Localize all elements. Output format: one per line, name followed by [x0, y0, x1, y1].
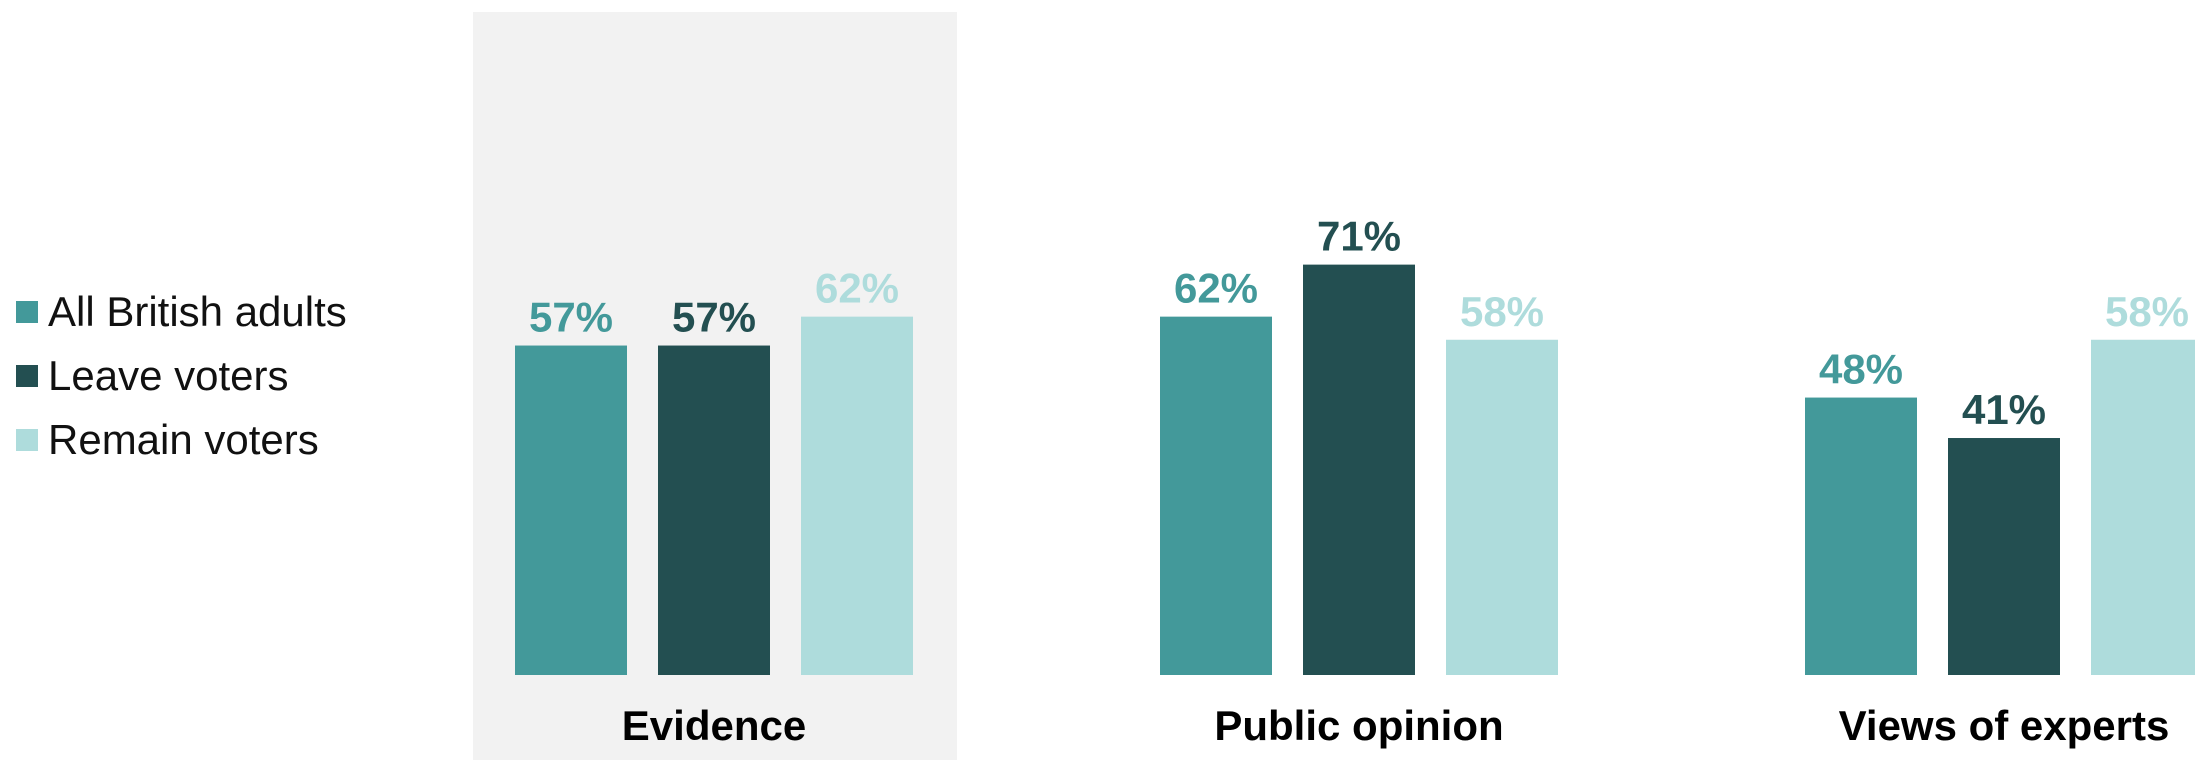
bar [1948, 438, 2060, 675]
legend-label: All British adults [48, 288, 347, 335]
bar-group-public-opinion: 62% 71% 58% [1160, 213, 1558, 675]
bar-value-label: 48% [1819, 346, 1903, 393]
bar [1160, 316, 1272, 675]
category-label: Evidence [622, 702, 806, 749]
legend-label: Leave voters [48, 352, 289, 399]
chart-legend: All British adults Leave voters Remain v… [16, 280, 347, 472]
bar [2091, 339, 2195, 675]
legend-swatch-all-british-adults [16, 301, 38, 323]
bar-value-label: 62% [1174, 265, 1258, 312]
bar [1805, 397, 1917, 675]
bar [801, 316, 913, 675]
bar-value-label: 57% [672, 294, 756, 341]
bar [1446, 339, 1558, 675]
legend-item-remain-voters: Remain voters [16, 408, 347, 472]
bar-value-label: 41% [1962, 386, 2046, 433]
bar-value-label: 71% [1317, 213, 1401, 260]
bar-value-label: 58% [2105, 288, 2189, 335]
category-label: Public opinion [1214, 702, 1503, 749]
bar-group-evidence: 57% 57% 62% [515, 265, 913, 675]
legend-swatch-remain-voters [16, 429, 38, 451]
bar [1303, 264, 1415, 675]
legend-item-all-british-adults: All British adults [16, 280, 347, 344]
bar [658, 345, 770, 675]
bar-value-label: 57% [529, 294, 613, 341]
bar [515, 345, 627, 675]
bar-group-views-of-experts: 48% 41% 58% [1805, 288, 2195, 675]
legend-label: Remain voters [48, 416, 319, 463]
category-label: Views of experts [1839, 702, 2170, 749]
legend-swatch-leave-voters [16, 365, 38, 387]
legend-item-leave-voters: Leave voters [16, 344, 347, 408]
bar-value-label: 62% [815, 265, 899, 312]
bar-value-label: 58% [1460, 288, 1544, 335]
